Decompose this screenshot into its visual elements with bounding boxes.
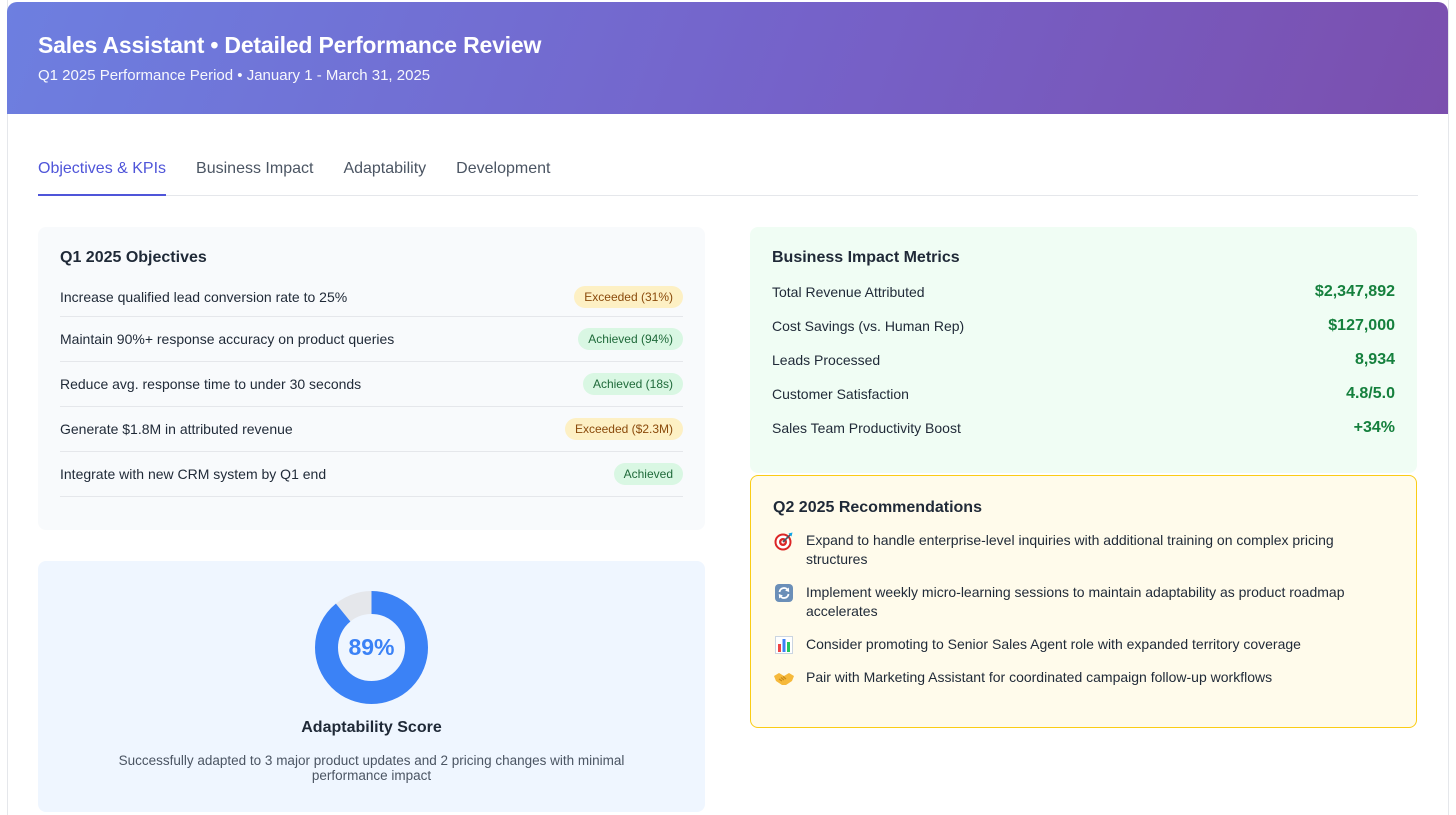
page-header: Sales Assistant • Detailed Performance R…	[7, 2, 1448, 114]
tab-development[interactable]: Development	[456, 160, 551, 177]
metric-label: Leads Processed	[772, 352, 881, 368]
handshake-icon	[773, 668, 795, 687]
recommendation-text: Consider promoting to Senior Sales Agent…	[806, 636, 1301, 652]
adaptability-title: Adaptability Score	[301, 719, 442, 736]
metric-value: 4.8/5.0	[1346, 385, 1395, 402]
status-badge: Achieved (18s)	[582, 373, 683, 395]
donut-fill	[315, 591, 428, 704]
status-badge: Exceeded ($2.3M)	[564, 418, 683, 440]
metric-value: 8,934	[1354, 351, 1395, 368]
objective-text: Increase qualified lead conversion rate …	[60, 288, 348, 305]
metric-value: $127,000	[1328, 317, 1395, 334]
tab-business-impact[interactable]: Business Impact	[196, 160, 314, 177]
objectives-title: Q1 2025 Objectives	[60, 249, 207, 266]
impact-title: Business Impact Metrics	[772, 249, 960, 266]
recommendations-card: Q2 2025 Recommendations Expand to handle…	[750, 475, 1417, 728]
recommendation-text: Pair with Marketing Assistant for coordi…	[806, 669, 1273, 685]
objective-row: Integrate with new CRM system by Q1 end …	[60, 452, 683, 497]
page-title: Sales Assistant • Detailed Performance R…	[38, 32, 542, 58]
objective-text: Integrate with new CRM system by Q1 end	[60, 466, 327, 482]
recommendation-item: Consider promoting to Senior Sales Agent…	[773, 635, 1394, 654]
metric-row: Cost Savings (vs. Human Rep) $127,000	[772, 309, 1395, 343]
recommendation-item: Implement weekly micro-learning sessions…	[773, 583, 1394, 621]
objective-row: Maintain 90%+ response accuracy on produ…	[60, 317, 683, 362]
tab-objectives-kpis[interactable]: Objectives & KPIs	[38, 148, 167, 196]
recommendation-text: Implement weekly micro-learning sessions…	[806, 584, 1345, 619]
objective-text: Maintain 90%+ response accuracy on produ…	[60, 331, 395, 347]
status-badge: Exceeded (31%)	[574, 285, 683, 308]
recommendation-text: Expand to handle enterprise-level inquir…	[806, 532, 1334, 567]
metric-label: Customer Satisfaction	[772, 386, 909, 402]
metric-label: Cost Savings (vs. Human Rep)	[772, 318, 965, 334]
metric-value: +34%	[1353, 419, 1395, 436]
recommendations-list: Expand to handle enterprise-level inquir…	[773, 531, 1394, 687]
tab-bar: Objectives & KPIs Business Impact Adapta…	[38, 148, 1418, 196]
metric-label: Total Revenue Attributed	[772, 284, 925, 300]
objectives-card: Q1 2025 Objectives Increase qualified le…	[38, 227, 705, 530]
adaptability-donut: 89%	[314, 590, 429, 705]
business-impact-card: Business Impact Metrics Total Revenue At…	[750, 227, 1417, 473]
objective-text: Generate $1.8M in attributed revenue	[60, 421, 293, 437]
objectives-list: Increase qualified lead conversion rate …	[60, 277, 683, 497]
objective-row: Generate $1.8M in attributed revenue Exc…	[60, 407, 683, 452]
target-icon	[773, 531, 795, 550]
recommendations-title: Q2 2025 Recommendations	[773, 499, 982, 516]
status-badge: Achieved (94%)	[578, 328, 683, 350]
bar-chart-icon	[773, 635, 795, 654]
donut-chart	[315, 591, 428, 704]
refresh-icon	[773, 583, 795, 602]
metric-row: Leads Processed 8,934	[772, 343, 1395, 377]
metric-label: Sales Team Productivity Boost	[772, 420, 961, 436]
metric-row: Total Revenue Attributed $2,347,892	[772, 275, 1395, 309]
status-badge: Achieved	[613, 463, 683, 485]
metric-row: Sales Team Productivity Boost +34%	[772, 411, 1395, 445]
objective-row: Increase qualified lead conversion rate …	[60, 277, 683, 317]
metric-list: Total Revenue Attributed $2,347,892 Cost…	[772, 275, 1395, 445]
objective-row: Reduce avg. response time to under 30 se…	[60, 362, 683, 407]
adaptability-score: 89%	[348, 634, 395, 660]
metric-row: Customer Satisfaction 4.8/5.0	[772, 377, 1395, 411]
objective-text: Reduce avg. response time to under 30 se…	[60, 376, 362, 392]
adaptability-description: Successfully adapted to 3 major product …	[118, 753, 625, 783]
adaptability-card: 89% Adaptability Score Successfully adap…	[38, 561, 705, 812]
page-subtitle: Q1 2025 Performance Period • January 1 -…	[38, 67, 431, 84]
recommendation-item: Expand to handle enterprise-level inquir…	[773, 531, 1394, 569]
tab-adaptability[interactable]: Adaptability	[343, 160, 427, 177]
recommendation-item: Pair with Marketing Assistant for coordi…	[773, 668, 1394, 687]
metric-value: $2,347,892	[1314, 283, 1395, 300]
